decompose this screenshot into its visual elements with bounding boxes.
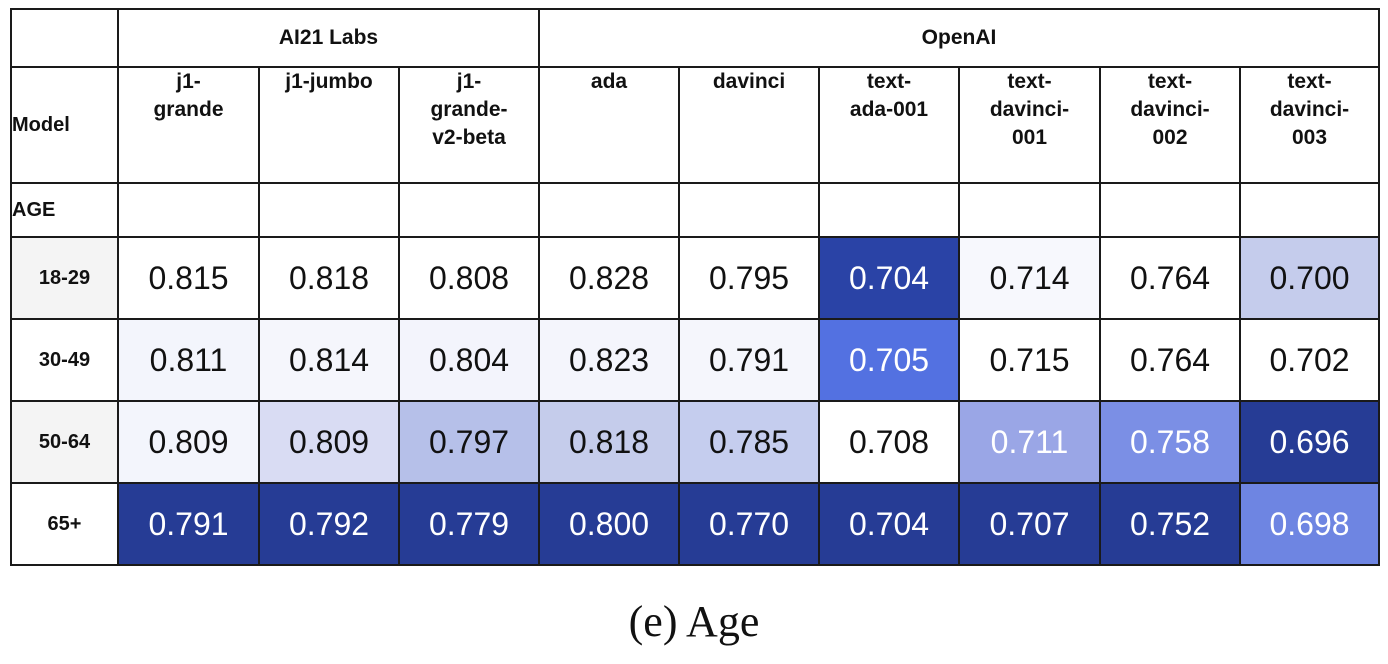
- heat-cell: 0.791: [678, 318, 820, 402]
- heat-cell: 0.804: [398, 318, 540, 402]
- row-label: 65+: [10, 482, 119, 566]
- column-header: j1- grande- v2-beta: [398, 66, 540, 184]
- heat-cell: 0.785: [678, 400, 820, 484]
- heat-cell: 0.764: [1099, 236, 1241, 320]
- heat-cell: 0.828: [538, 236, 680, 320]
- heat-cell: 0.809: [117, 400, 260, 484]
- heat-cell: 0.752: [1099, 482, 1241, 566]
- row-label: 50-64: [10, 400, 119, 484]
- group-header-row: AI21 Labs OpenAI: [10, 8, 1380, 68]
- empty-cell: [258, 182, 400, 238]
- column-header: text- davinci- 003: [1239, 66, 1380, 184]
- heat-cell: 0.795: [678, 236, 820, 320]
- heat-cell: 0.714: [958, 236, 1101, 320]
- model-header-row: Model j1- grande j1-jumbo j1- grande- v2-b…: [10, 66, 1380, 184]
- table-row: 65+ 0.791 0.792 0.779 0.800 0.770 0.704 0.707 0.…: [10, 482, 1380, 566]
- heat-cell: 0.792: [258, 482, 400, 566]
- column-header: davinci: [678, 66, 820, 184]
- empty-cell: [958, 182, 1101, 238]
- heat-cell: 0.814: [258, 318, 400, 402]
- column-header: text- ada-001: [818, 66, 960, 184]
- heatmap-body: 18-29 0.815 0.818 0.808 0.828 0.795 0.704 0.714…: [10, 236, 1380, 566]
- heat-cell: 0.705: [818, 318, 960, 402]
- heat-cell: 0.707: [958, 482, 1101, 566]
- model-label: Model: [10, 66, 119, 184]
- empty-cell: [678, 182, 820, 238]
- row-label: 30-49: [10, 318, 119, 402]
- empty-cell: [117, 182, 260, 238]
- age-section-label: AGE: [10, 182, 119, 238]
- empty-cell: [398, 182, 540, 238]
- heat-cell: 0.808: [398, 236, 540, 320]
- heat-cell: 0.797: [398, 400, 540, 484]
- heat-cell: 0.702: [1239, 318, 1380, 402]
- heat-cell: 0.758: [1099, 400, 1241, 484]
- table-row: 30-49 0.811 0.814 0.804 0.823 0.791 0.705 0.715…: [10, 318, 1380, 402]
- heat-cell: 0.704: [818, 236, 960, 320]
- heat-cell: 0.708: [818, 400, 960, 484]
- column-header: text- davinci- 001: [958, 66, 1101, 184]
- column-header: ada: [538, 66, 680, 184]
- empty-cell: [1239, 182, 1380, 238]
- heat-cell: 0.818: [258, 236, 400, 320]
- table-row: 50-64 0.809 0.809 0.797 0.818 0.785 0.708 0.711…: [10, 400, 1380, 484]
- heat-cell: 0.704: [818, 482, 960, 566]
- heat-cell: 0.800: [538, 482, 680, 566]
- heat-cell: 0.811: [117, 318, 260, 402]
- heat-cell: 0.779: [398, 482, 540, 566]
- heat-cell: 0.815: [117, 236, 260, 320]
- heat-cell: 0.715: [958, 318, 1101, 402]
- empty-cell: [1099, 182, 1241, 238]
- figure-caption: (e) Age: [628, 597, 760, 646]
- column-header: text- davinci- 002: [1099, 66, 1241, 184]
- empty-cell: [818, 182, 960, 238]
- heat-cell: 0.711: [958, 400, 1101, 484]
- group-ai21: AI21 Labs: [117, 8, 540, 68]
- heat-cell: 0.764: [1099, 318, 1241, 402]
- heat-cell: 0.809: [258, 400, 400, 484]
- age-section-row: AGE: [10, 182, 1380, 238]
- age-heatmap-table: AI21 Labs OpenAI Model j1- grande j1-jumb…: [10, 8, 1380, 566]
- empty-cell: [538, 182, 680, 238]
- column-header: j1- grande: [117, 66, 260, 184]
- heat-cell: 0.791: [117, 482, 260, 566]
- heat-cell: 0.823: [538, 318, 680, 402]
- row-label: 18-29: [10, 236, 119, 320]
- group-openai: OpenAI: [538, 8, 1380, 68]
- table-row: 18-29 0.815 0.818 0.808 0.828 0.795 0.704 0.714…: [10, 236, 1380, 320]
- heat-cell: 0.696: [1239, 400, 1380, 484]
- heat-cell: 0.770: [678, 482, 820, 566]
- column-header: j1-jumbo: [258, 66, 400, 184]
- heat-cell: 0.818: [538, 400, 680, 484]
- heat-cell: 0.698: [1239, 482, 1380, 566]
- heat-cell: 0.700: [1239, 236, 1380, 320]
- corner-empty: [10, 8, 119, 68]
